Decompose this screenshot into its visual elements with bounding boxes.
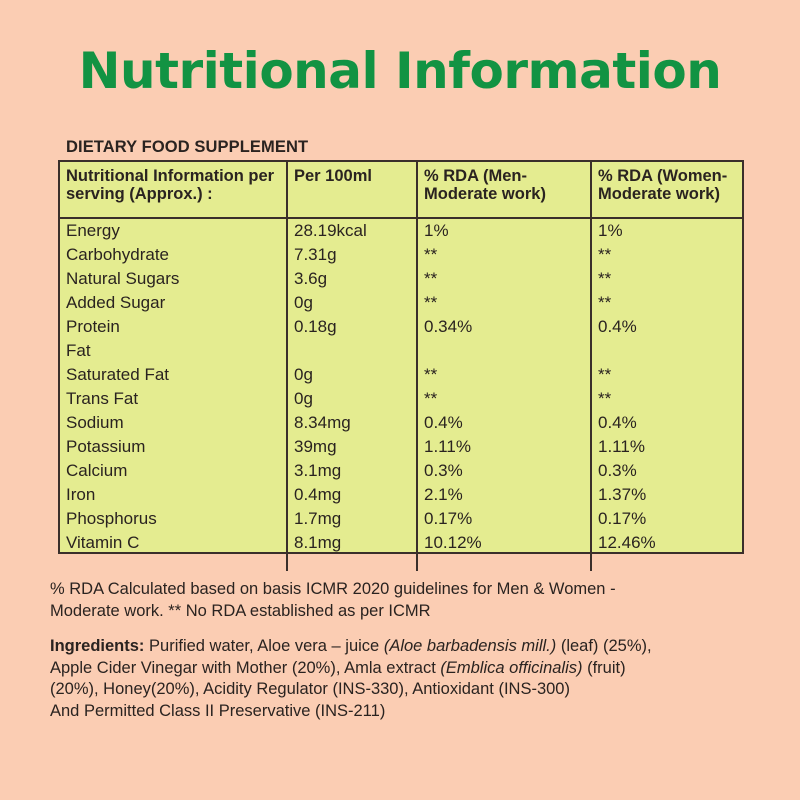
rda-men-value: 1%	[416, 218, 591, 243]
table-row: Saturated Fat 0g ** **	[60, 363, 742, 387]
nutrient-name: Iron	[66, 485, 96, 504]
table-row: Vitamin C 8.1mg 10.12% 12.46%	[60, 531, 742, 555]
rda-women-value: **	[590, 267, 742, 291]
rda-women-value: 1.37%	[590, 483, 742, 507]
nutrient-name: Protein	[66, 317, 120, 336]
rda-men-value: 1.11%	[416, 435, 591, 459]
ingredients-line: Ingredients: Purified water, Aloe vera –…	[50, 636, 770, 658]
per-100ml-value: 8.1mg	[286, 531, 417, 555]
header-nutrient: Nutritional Information per serving (App…	[60, 162, 287, 219]
table-row: Phosphorus 1.7mg 0.17% 0.17%	[60, 507, 742, 531]
table-row: Added Sugar 0g ** **	[60, 291, 742, 315]
nutrient-name: Carbohydrate	[66, 245, 170, 264]
footnote-line: % RDA Calculated based on basis ICMR 202…	[50, 580, 616, 598]
rda-women-value: 1%	[590, 218, 742, 243]
per-100ml-value: 39mg	[286, 435, 417, 459]
per-100ml-value: 3.6g	[286, 267, 417, 291]
rda-women-value: 1.11%	[590, 435, 742, 459]
table-row: Iron 0.4mg 2.1% 1.37%	[60, 483, 742, 507]
rda-women-value: 0.17%	[590, 507, 742, 531]
rda-women-value: 0.4%	[590, 315, 742, 339]
table-row: Energy 28.19kcal 1% 1%	[60, 218, 742, 243]
per-100ml-value: 0.18g	[286, 315, 417, 339]
rda-men-value: 0.4%	[416, 411, 591, 435]
nutrient-name: Fat	[66, 341, 91, 360]
nutrient-name: Natural Sugars	[66, 269, 180, 288]
rda-women-value: **	[590, 363, 742, 387]
nutrient-name: Energy	[66, 221, 120, 240]
ingredients-botanical: (Aloe barbadensis mill.)	[383, 637, 557, 655]
rda-men-value: **	[416, 387, 591, 411]
per-100ml-value: 7.31g	[286, 243, 417, 267]
rda-men-value: 0.17%	[416, 507, 591, 531]
nutrition-table: Nutritional Information per serving (App…	[58, 160, 744, 571]
rda-women-value: 12.46%	[590, 531, 742, 555]
ingredients-text: Apple Cider Vinegar with Mother (20%), A…	[50, 658, 441, 677]
per-100ml-value: 28.19kcal	[286, 218, 417, 243]
rda-men-value: 2.1%	[416, 483, 591, 507]
rda-women-value: **	[590, 387, 742, 411]
per-100ml-value: 0.4mg	[286, 483, 417, 507]
nutrient-name: Sodium	[66, 413, 124, 432]
rda-women-value	[590, 339, 742, 363]
table-row: Fat	[60, 339, 742, 363]
rda-men-value: **	[416, 363, 591, 387]
nutrient-name: Added Sugar	[66, 293, 166, 312]
per-100ml-value: 3.1mg	[286, 459, 417, 483]
nutrient-name: Potassium	[66, 437, 146, 456]
per-100ml-value: 1.7mg	[286, 507, 417, 531]
ingredients-text: (leaf) (25%),	[556, 637, 652, 655]
header-rda-men: % RDA (Men- Moderate work)	[416, 162, 591, 219]
per-100ml-value: 0g	[286, 291, 417, 315]
table-header-row: Nutritional Information per serving (App…	[60, 162, 742, 219]
rda-footnote: % RDA Calculated based on basis ICMR 202…	[50, 578, 770, 622]
table-row: Protein 0.18g 0.34% 0.4%	[60, 315, 742, 339]
per-100ml-value	[286, 339, 417, 363]
ingredients-text: Purified water, Aloe vera – juice	[144, 637, 384, 655]
rda-women-value: 0.4%	[590, 411, 742, 435]
rda-men-value: **	[416, 267, 591, 291]
rda-men-value	[416, 339, 591, 363]
nutrient-name: Phosphorus	[66, 509, 157, 528]
ingredients-block: Ingredients: Purified water, Aloe vera –…	[50, 636, 770, 722]
nutrient-name: Vitamin C	[66, 533, 140, 552]
header-rda-women: % RDA (Women- Moderate work)	[590, 162, 742, 219]
ingredients-botanical: (Emblica officinalis)	[440, 658, 583, 677]
ingredients-text: (fruit)	[582, 658, 626, 677]
nutrient-name: Trans Fat	[66, 389, 139, 408]
page-title: Nutritional Information	[78, 42, 722, 100]
footnote-line: Moderate work. ** No RDA established as …	[50, 602, 431, 620]
header-per-100ml: Per 100ml	[286, 162, 417, 219]
table-row: Natural Sugars 3.6g ** **	[60, 267, 742, 291]
per-100ml-value: 8.34mg	[286, 411, 417, 435]
nutrient-name: Calcium	[66, 461, 128, 480]
ingredients-line: And Permitted Class II Preservative (INS…	[50, 701, 386, 720]
rda-women-value: 0.3%	[590, 459, 742, 483]
ingredients-line: Apple Cider Vinegar with Mother (20%), A…	[50, 658, 770, 680]
rda-men-value: 0.3%	[416, 459, 591, 483]
table-row: Sodium 8.34mg 0.4% 0.4%	[60, 411, 742, 435]
nutrient-name: Saturated Fat	[66, 365, 170, 384]
per-100ml-value: 0g	[286, 363, 417, 387]
per-100ml-value: 0g	[286, 387, 417, 411]
rda-men-value: 10.12%	[416, 531, 591, 555]
rda-women-value: **	[590, 291, 742, 315]
table-row: Carbohydrate 7.31g ** **	[60, 243, 742, 267]
table-subtitle: DIETARY FOOD SUPPLEMENT	[66, 138, 309, 156]
table-row: Calcium 3.1mg 0.3% 0.3%	[60, 459, 742, 483]
rda-women-value: **	[590, 243, 742, 267]
table-filler-row	[60, 555, 742, 571]
rda-men-value: **	[416, 243, 591, 267]
ingredients-line: (20%), Honey(20%), Acidity Regulator (IN…	[50, 680, 570, 698]
table-row: Trans Fat 0g ** **	[60, 387, 742, 411]
rda-men-value: 0.34%	[416, 315, 591, 339]
table-row: Potassium 39mg 1.11% 1.11%	[60, 435, 742, 459]
ingredients-label: Ingredients:	[50, 637, 145, 655]
rda-men-value: **	[416, 291, 591, 315]
